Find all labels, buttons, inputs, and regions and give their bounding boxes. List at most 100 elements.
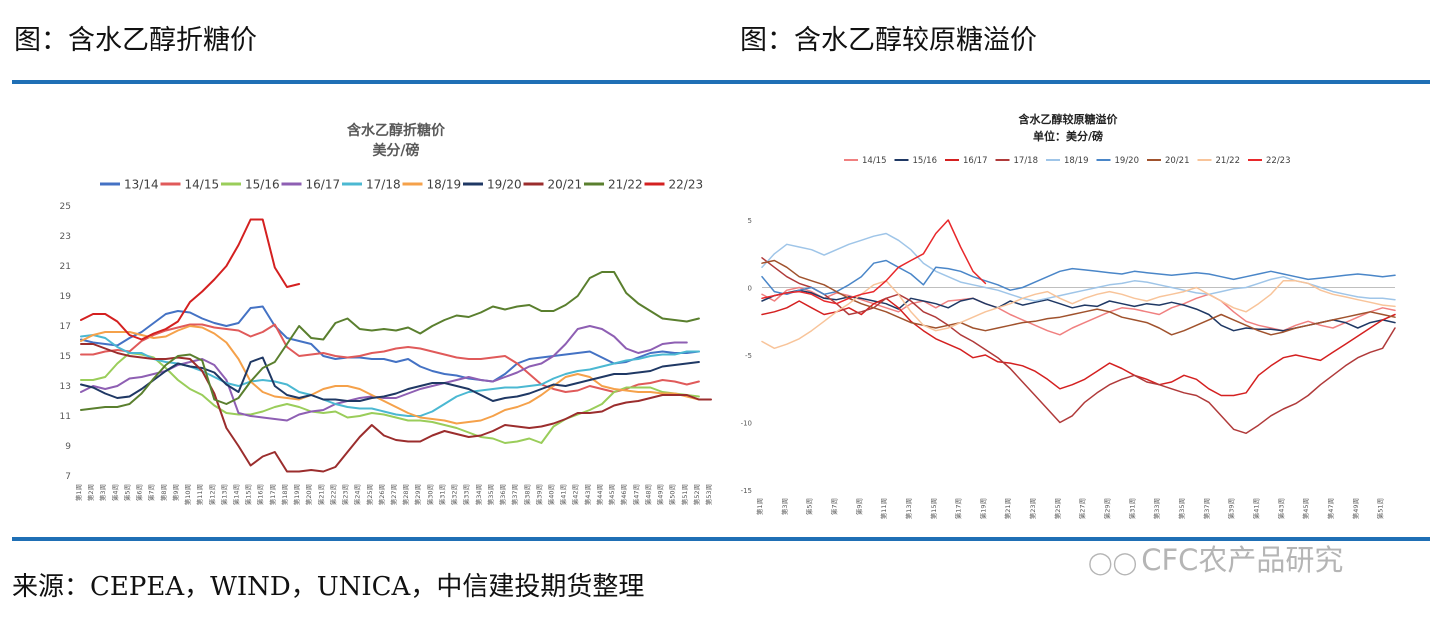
c2-x-tick-label: 第41周 bbox=[1251, 498, 1260, 519]
c1-series-22-23-line bbox=[80, 218, 301, 341]
c1-x-tick-label: 第28周 bbox=[401, 484, 410, 505]
c1-x-tick-label: 第13周 bbox=[219, 484, 228, 505]
c1-x-tick-label: 第17周 bbox=[268, 484, 277, 505]
c2-series-18-19-line bbox=[761, 232, 1396, 302]
c1-x-tick-label: 第34周 bbox=[474, 484, 483, 505]
c1-legend-label: 18/19 bbox=[427, 177, 462, 191]
c1-x-tick-label: 第12周 bbox=[207, 484, 216, 505]
top-rule bbox=[12, 80, 1430, 84]
c2-x-tick-label: 第23周 bbox=[1028, 498, 1037, 519]
c1-x-tick-label: 第1周 bbox=[74, 484, 83, 501]
c2-x-tick-label: 第27周 bbox=[1078, 498, 1087, 519]
c1-x-tick-label: 第31周 bbox=[437, 484, 446, 505]
c1-x-tick-label: 第25周 bbox=[365, 484, 374, 505]
c1-x-tick-label: 第23周 bbox=[341, 484, 350, 505]
c2-y-tick-label: 0 bbox=[748, 285, 752, 293]
c1-x-tick-label: 第35周 bbox=[486, 484, 495, 505]
c2-x-tick-label: 第45周 bbox=[1301, 498, 1310, 519]
c2-x-tick-label: 第11周 bbox=[879, 498, 888, 519]
c2-series-17-18-line bbox=[761, 257, 1396, 435]
c1-series-21-22-line bbox=[80, 271, 700, 411]
c1-series-20-21-line bbox=[80, 343, 712, 473]
ethanol-premium-chart: 含水乙醇较原糖溢价 单位：美分/磅 14/15 15/16 16/17 17/18 18… bbox=[741, 112, 1396, 519]
c1-x-tick-label: 第5周 bbox=[122, 484, 131, 501]
c1-legend-label: 16/17 bbox=[306, 177, 341, 191]
chart2-subtitle: 单位：美分/磅 bbox=[1033, 129, 1103, 143]
c1-x-tick-label: 第6周 bbox=[135, 484, 144, 501]
c1-x-tick-label: 第47周 bbox=[631, 484, 640, 505]
chart1-legend: 13/14 14/15 15/16 16/17 17/18 18/19 19/20 20/21… bbox=[100, 177, 703, 191]
c2-series-20-21-line bbox=[761, 259, 1396, 336]
c1-x-tick-label: 第9周 bbox=[171, 484, 180, 501]
c1-x-tick-label: 第45周 bbox=[607, 484, 616, 505]
c1-x-tick-label: 第49周 bbox=[656, 484, 665, 505]
watermark: ◯◯ CFC农产品研究 bbox=[1088, 537, 1343, 579]
chart2-plot-area bbox=[761, 219, 1396, 435]
source-note: 来源：CEPEA，WIND，UNICA，中信建投期货整理 bbox=[12, 572, 645, 602]
c1-y-tick-label: 7 bbox=[65, 472, 71, 482]
c2-x-tick-label: 第29周 bbox=[1103, 498, 1112, 519]
c1-y-tick-label: 13 bbox=[60, 382, 71, 392]
c1-x-tick-label: 第37周 bbox=[510, 484, 519, 505]
c1-y-tick-label: 23 bbox=[60, 232, 71, 242]
c2-legend-label: 15/16 bbox=[913, 156, 938, 166]
c1-x-tick-label: 第2周 bbox=[86, 484, 95, 501]
c2-x-tick-label: 第37周 bbox=[1202, 498, 1211, 519]
chart2-title: 含水乙醇较原糖溢价 bbox=[1018, 112, 1119, 126]
c1-x-tick-label: 第11周 bbox=[195, 484, 204, 505]
c1-x-tick-label: 第46周 bbox=[619, 484, 628, 505]
c1-x-tick-label: 第38周 bbox=[522, 484, 531, 505]
c1-y-tick-label: 9 bbox=[65, 442, 71, 452]
chart2-x-axis: 第1周 第3周 第5周 第7周 第9周 第11周 第13周 第15周 第17周 第19周 第21周 第… bbox=[755, 498, 1385, 519]
c1-legend-label: 19/20 bbox=[487, 177, 522, 191]
c1-y-tick-label: 17 bbox=[60, 322, 71, 332]
c2-x-tick-label: 第13周 bbox=[904, 498, 913, 519]
c1-y-tick-label: 25 bbox=[60, 202, 71, 212]
c2-x-tick-label: 第49周 bbox=[1351, 498, 1360, 519]
c1-x-tick-label: 第10周 bbox=[183, 484, 192, 505]
c1-series-14-15-line bbox=[80, 323, 700, 393]
c1-y-tick-label: 15 bbox=[60, 352, 71, 362]
c1-legend-label: 20/21 bbox=[548, 177, 583, 191]
watermark-text: CFC农产品研究 bbox=[1141, 543, 1344, 577]
chart1-title: 含水乙醇折糖价 bbox=[347, 122, 446, 139]
c1-series-13-14-line bbox=[80, 305, 700, 383]
c1-x-tick-label: 第15周 bbox=[244, 484, 253, 505]
c2-x-tick-label: 第3周 bbox=[780, 498, 789, 515]
c1-x-tick-label: 第30周 bbox=[425, 484, 434, 505]
c2-x-tick-label: 第51周 bbox=[1376, 498, 1385, 519]
c1-x-tick-label: 第19周 bbox=[292, 484, 301, 505]
c1-x-tick-label: 第18周 bbox=[280, 484, 289, 505]
wechat-icon: ◯◯ bbox=[1088, 551, 1138, 576]
c1-x-tick-label: 第40周 bbox=[547, 484, 556, 505]
c1-x-tick-label: 第22周 bbox=[328, 484, 337, 505]
c1-legend-label: 22/23 bbox=[669, 177, 704, 191]
chart1-x-axis: 第1周 第2周 第3周 第4周 第5周 第6周 第7周 第8周 第9周 第10周 第11周 第12周第… bbox=[74, 484, 713, 505]
c1-x-tick-label: 第51周 bbox=[680, 484, 689, 505]
c1-x-tick-label: 第36周 bbox=[498, 484, 507, 505]
c2-series-21-22-line bbox=[761, 280, 1396, 350]
c2-legend-label: 16/17 bbox=[963, 156, 988, 166]
c1-legend-label: 17/18 bbox=[366, 177, 401, 191]
c1-x-tick-label: 第50周 bbox=[668, 484, 677, 505]
c1-y-tick-label: 19 bbox=[60, 292, 72, 302]
c2-series-14-15-line bbox=[761, 286, 1396, 336]
c1-x-tick-label: 第16周 bbox=[256, 484, 265, 505]
c1-y-tick-label: 21 bbox=[60, 262, 71, 272]
c1-x-tick-label: 第29周 bbox=[413, 484, 422, 505]
ethanol-sugar-equivalent-chart: 含水乙醇折糖价 美分/磅 13/14 14/15 15/16 16/17 17/18 18… bbox=[60, 122, 713, 505]
c2-x-tick-label: 第47周 bbox=[1326, 498, 1335, 519]
c2-x-tick-label: 第17周 bbox=[954, 498, 963, 519]
c2-x-tick-label: 第25周 bbox=[1053, 498, 1062, 519]
c1-x-tick-label: 第20周 bbox=[304, 484, 313, 505]
chart1-y-axis: 7 9 11 13 15 17 19 21 23 25 bbox=[60, 202, 72, 482]
chart2-legend: 14/15 15/16 16/17 17/18 18/19 19/20 20/21 21/22… bbox=[844, 156, 1291, 166]
c2-legend-label: 18/19 bbox=[1064, 156, 1089, 166]
right-figure-title: 图：含水乙醇较原糖溢价 bbox=[740, 25, 1037, 56]
c1-x-tick-label: 第26周 bbox=[377, 484, 386, 505]
c1-x-tick-label: 第8周 bbox=[159, 484, 168, 501]
chart1-subtitle: 美分/磅 bbox=[372, 142, 419, 159]
c1-x-tick-label: 第43周 bbox=[583, 484, 592, 505]
c2-legend-label: 14/15 bbox=[862, 156, 887, 166]
c1-series-15-16-line bbox=[80, 352, 700, 444]
